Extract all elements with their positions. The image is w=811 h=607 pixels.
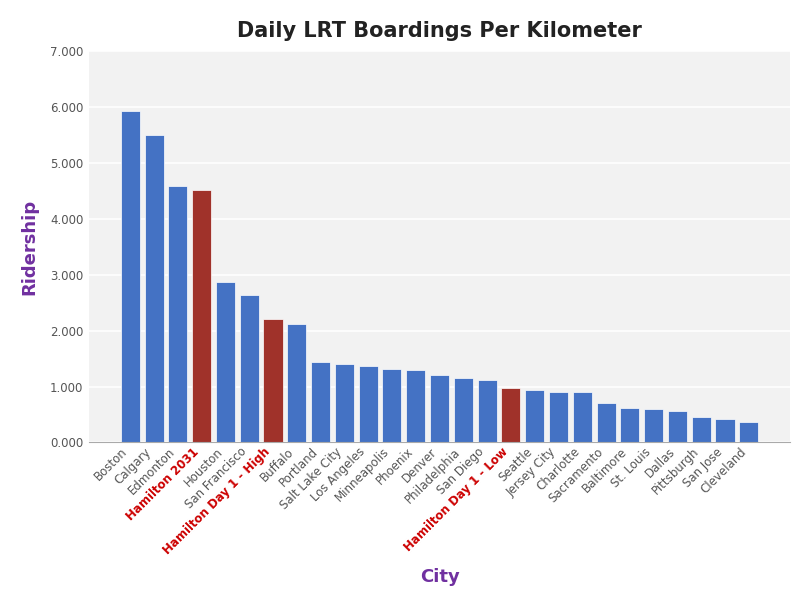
Bar	[144, 135, 164, 443]
Bar	[668, 411, 687, 443]
Bar	[216, 282, 235, 443]
Bar	[740, 422, 758, 443]
Bar	[501, 388, 521, 443]
Bar	[526, 390, 544, 443]
Title: Daily LRT Boardings Per Kilometer: Daily LRT Boardings Per Kilometer	[237, 21, 642, 41]
Bar	[430, 375, 449, 443]
Bar	[644, 409, 663, 443]
Bar	[240, 295, 259, 443]
Bar	[311, 362, 330, 443]
Bar	[383, 369, 401, 443]
Bar	[620, 408, 639, 443]
Bar	[573, 392, 592, 443]
Bar	[169, 186, 187, 443]
Bar	[715, 419, 735, 443]
Y-axis label: Ridership: Ridership	[21, 198, 39, 294]
Bar	[358, 366, 378, 443]
Bar	[454, 378, 473, 443]
Bar	[406, 370, 425, 443]
X-axis label: City: City	[419, 568, 459, 586]
Bar	[549, 392, 568, 443]
Bar	[692, 417, 710, 443]
Bar	[335, 364, 354, 443]
Bar	[287, 324, 307, 443]
Bar	[597, 403, 616, 443]
Bar	[121, 110, 139, 443]
Bar	[478, 380, 496, 443]
Bar	[264, 319, 282, 443]
Bar	[192, 189, 211, 443]
